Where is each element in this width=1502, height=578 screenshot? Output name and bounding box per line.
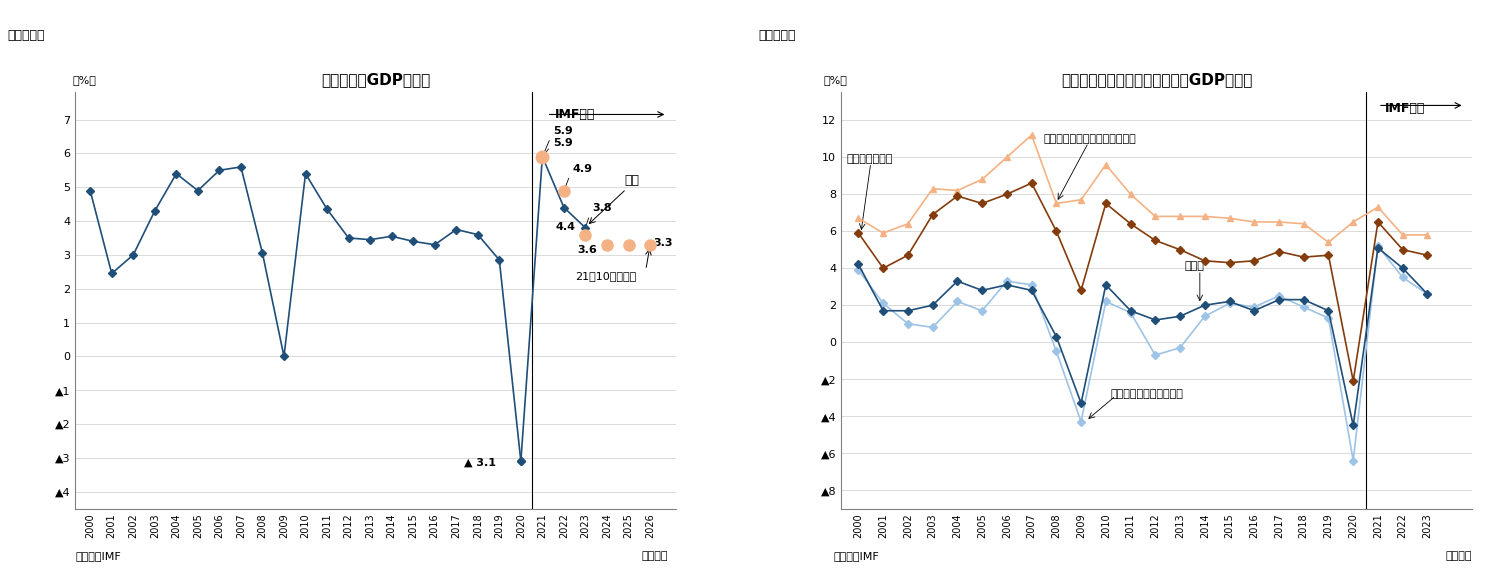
Title: 先進国と新興国・途上国の実質GDP伸び率: 先進国と新興国・途上国の実質GDP伸び率 [1060,72,1253,87]
Text: 21年10月見通し: 21年10月見通し [575,271,635,280]
Text: IMF予測: IMF予測 [1385,102,1425,114]
Text: 4.4: 4.4 [556,221,575,232]
Text: 3.6: 3.6 [577,245,596,255]
Text: （図表１）: （図表１） [8,29,45,42]
Text: 新興国・途上国: 新興国・途上国 [846,154,892,164]
Text: （資料）IMF: （資料）IMF [834,551,879,561]
Text: 5.9: 5.9 [544,138,572,154]
Text: 新興国・途上国（うちアジア）: 新興国・途上国（うちアジア） [1044,134,1137,144]
Text: 5.9: 5.9 [544,127,572,154]
Text: 3.3: 3.3 [653,239,673,249]
Title: 世界の実質GDP伸び率: 世界の実質GDP伸び率 [321,72,430,87]
Text: 今回: 今回 [625,174,640,187]
Text: （年次）: （年次） [641,551,668,561]
Text: （年次）: （年次） [1445,551,1472,561]
Text: IMF予測: IMF予測 [556,108,596,121]
Text: 4.9: 4.9 [565,164,592,188]
Text: （%）: （%） [823,75,847,85]
Text: （資料）IMF: （資料）IMF [75,551,120,561]
Text: 先進国（うちユーロ圏）: 先進国（うちユーロ圏） [1111,389,1184,399]
Text: （%）: （%） [72,75,96,85]
Text: 先進国: 先進国 [1185,261,1205,271]
Text: （図表２）: （図表２） [759,29,796,42]
Text: ▲ 3.1: ▲ 3.1 [464,458,496,468]
Text: 3.8: 3.8 [586,202,611,225]
